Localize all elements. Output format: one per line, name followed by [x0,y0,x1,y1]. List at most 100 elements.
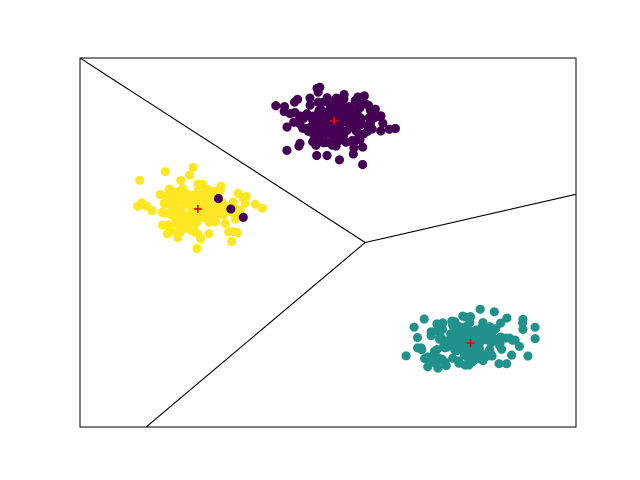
cluster-0-point [370,104,380,114]
cluster-1-point [419,314,429,324]
cluster-1-point [502,313,512,323]
cluster-0-point [292,94,303,104]
cluster-1-point [465,354,475,364]
cluster-2-point [170,204,180,215]
cluster-0-point [313,97,323,107]
cluster-2-point [257,203,267,213]
cluster-2-point [155,189,165,200]
cluster-0-point [271,101,281,111]
cluster-0-point [357,118,367,129]
cluster-0-point [238,212,248,222]
cluster-0-point [351,135,361,145]
cluster-0-point [295,138,305,149]
cluster-2-point [166,226,176,236]
cluster-0-point [322,150,332,161]
cluster-2-point [184,170,195,180]
cluster-0-point [334,155,345,165]
cluster-1-point [452,332,462,342]
cluster-1-point [501,359,512,369]
cluster-2-point [198,179,208,189]
cluster-1-point [432,319,442,329]
cluster-0-point [376,126,386,136]
cluster-0-point [345,118,355,128]
cluster-0-point [321,126,332,136]
cluster-2-point [220,218,230,229]
cluster-2-point [159,208,170,218]
cluster-0-point [358,159,368,170]
centroid-marker-cluster-1 [466,339,475,348]
decision-boundary-line-1 [365,193,576,244]
cluster-0-point [289,117,299,127]
cluster-1-point [412,343,423,353]
cluster-0-point [282,145,292,155]
cluster-0-point [305,93,315,103]
cluster-1-point [440,336,450,346]
cluster-0-point [303,126,314,137]
cluster-2-point [162,190,172,200]
cluster-0-point [213,193,224,204]
cluster-1-point [530,322,540,332]
cluster-1-point [471,325,481,335]
cluster-0-point [311,136,321,146]
cluster-0-point [353,92,363,102]
cluster-1-point [507,350,517,360]
cluster-2-point [188,162,198,173]
cluster-2-point [240,198,250,208]
data-points [133,82,540,373]
cluster-2-point [218,210,229,220]
cluster-0-point [307,113,317,123]
cluster-2-point [223,227,234,237]
cluster-0-point [226,204,236,214]
cluster-1-point [494,359,504,369]
cluster-2-point [135,175,145,185]
centroid-marker-cluster-0 [330,116,339,125]
cluster-1-point [463,337,473,347]
cluster-1-point [454,324,464,334]
decision-boundaries [80,58,576,427]
cluster-1-point [518,324,528,334]
cluster-0-point [327,109,337,119]
cluster-0-point [336,102,347,113]
cluster-1-point [412,332,423,343]
cluster-2-point [173,233,183,243]
cluster-2-point [147,205,157,216]
cluster-2-point [160,199,170,209]
cluster-1-point [450,344,460,355]
cluster-1-point [401,351,411,361]
cluster-1-point [448,353,458,363]
cluster-1-point [447,318,457,328]
centroid-marker-cluster-2 [193,204,202,213]
cluster-2-point [204,229,214,239]
cluster-1-point [482,348,492,359]
cluster-1-point [430,356,440,366]
cluster-0-point [349,143,359,153]
cluster-2-point [232,228,243,238]
cluster-0-point [282,122,292,132]
cluster-2-point [187,206,197,216]
cluster-1-point [494,340,505,350]
cluster-1-point [461,323,471,334]
cluster-0-point [384,124,394,134]
cluster-1-point [440,343,450,353]
centroid-markers [193,116,475,348]
decision-boundary-line-0 [80,58,366,243]
cluster-0-point [313,87,323,97]
cluster-2-point [180,223,190,233]
cluster-1-point [420,354,430,364]
cluster-1-point [530,334,540,344]
cluster-1-point [429,346,440,357]
cluster-0-point [305,100,315,110]
decision-boundary-line-2 [145,242,366,427]
cluster-2-point [192,244,202,254]
cluster-1-point [441,361,451,371]
cluster-2-point [198,211,208,221]
cluster-1-point [475,304,485,314]
cluster-1-point [409,322,419,332]
cluster-2-point [210,206,220,216]
cluster-2-point [190,194,200,205]
cluster-2-point [227,236,237,247]
plot-area-frame [79,57,577,428]
cluster-1-point [437,324,448,335]
